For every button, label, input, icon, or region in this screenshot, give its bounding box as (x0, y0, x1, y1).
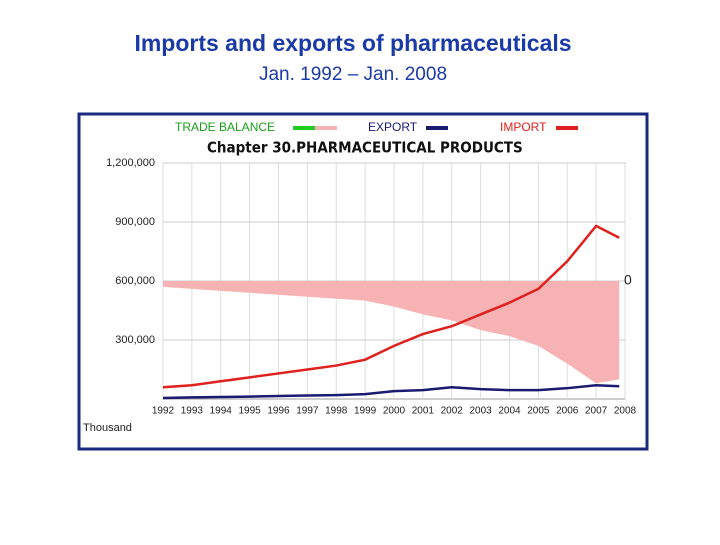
x-tick-label: 1994 (210, 406, 233, 417)
plot-layer (162, 162, 626, 400)
x-tick-label: 2003 (470, 406, 493, 417)
legend-label: EXPORT (368, 120, 418, 134)
y-tick-label: 300,000 (115, 334, 155, 346)
y-tick-label: 900,000 (115, 216, 155, 228)
x-tick-label: 1998 (325, 406, 348, 417)
series-line (162, 224, 620, 389)
x-tick-label: 2007 (585, 406, 608, 417)
x-tick-label: 1993 (181, 406, 204, 417)
y2-tick-label: 0 (624, 272, 632, 288)
x-tick-label: 2005 (527, 406, 550, 417)
x-tick-label: 2001 (412, 406, 435, 417)
legend-label: TRADE BALANCE (175, 120, 275, 134)
x-tick-label: 2008 (614, 406, 637, 417)
x-tick-label: 2000 (383, 406, 406, 417)
balance-area (163, 281, 620, 384)
x-tick-label: 1999 (354, 406, 377, 417)
x-tick-label: 1992 (152, 406, 175, 417)
x-tick-label: 2004 (498, 406, 521, 417)
x-tick-label: 1996 (267, 406, 290, 417)
x-tick-label: 2002 (441, 406, 464, 417)
chart-title: Chapter 30.PHARMACEUTICAL PRODUCTS (207, 139, 523, 157)
series-line (162, 383, 620, 400)
x-tick-label: 2006 (556, 406, 579, 417)
unit-label: Thousand (83, 422, 132, 434)
y-tick-label: 1,200,000 (106, 157, 155, 169)
slide-title: Imports and exports of pharmaceuticals (134, 30, 571, 56)
x-tick-label: 1995 (239, 406, 262, 417)
slide-subtitle: Jan. 1992 – Jan. 2008 (259, 64, 447, 85)
x-tick-label: 1997 (296, 406, 319, 417)
legend-label: IMPORT (500, 120, 547, 134)
y-tick-label: 600,000 (115, 275, 155, 287)
